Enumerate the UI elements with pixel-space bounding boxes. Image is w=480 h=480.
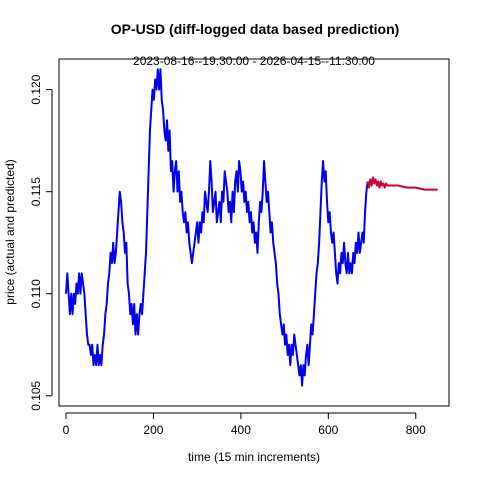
y-tick-label: 0.110 (29, 279, 43, 308)
x-axis: 0 200 400 600 800 (63, 412, 426, 437)
series-actual-line (65, 68, 369, 387)
y-tick-label: 0.105 (29, 380, 43, 410)
x-tick-label: 800 (406, 423, 426, 437)
x-tick-label: 400 (231, 423, 251, 437)
series-predicted-line (366, 176, 438, 191)
x-tick-label: 600 (318, 423, 338, 437)
plot-frame (58, 58, 450, 407)
y-axis-label: price (actual and predicted) (3, 159, 17, 304)
x-axis-label: time (15 min increments) (188, 450, 320, 464)
x-tick-label: 200 (143, 423, 163, 437)
y-tick-label: 0.115 (29, 177, 43, 206)
y-tick-label: 0.120 (29, 74, 43, 104)
chart-title: OP-USD (diff-logged data based predictio… (111, 21, 400, 37)
series-layer (65, 68, 438, 387)
y-axis: 0.105 0.110 0.115 0.120 (29, 74, 53, 411)
x-tick-label: 0 (63, 423, 70, 437)
chart-subtitle: 2023-08-16--19:30:00 - 2026-04-15--11:30… (133, 54, 375, 68)
